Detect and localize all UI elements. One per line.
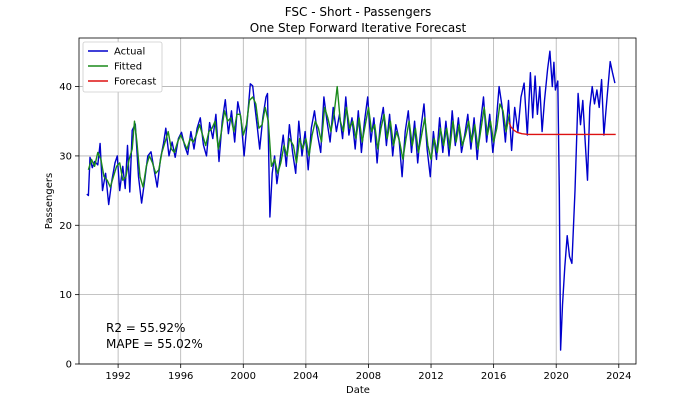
- y-axis: 0 10 20 30 40: [59, 82, 79, 371]
- legend: Actual Fitted Forecast: [82, 41, 163, 93]
- x-tick-label: 2004: [293, 371, 318, 382]
- x-tick-label: 1996: [168, 371, 193, 382]
- y-axis-label: Passengers: [44, 173, 55, 229]
- x-tick-label: 2024: [606, 371, 631, 382]
- chart-subtitle: One Step Forward Iterative Forecast: [250, 21, 467, 35]
- x-tick-label: 2012: [418, 371, 443, 382]
- legend-label-forecast: Forecast: [114, 77, 156, 88]
- plot-frame: [78, 37, 637, 365]
- legend-label-actual: Actual: [114, 47, 145, 58]
- x-tick-label: 2008: [356, 371, 381, 382]
- r2-metric: R2 = 55.92%: [106, 321, 185, 335]
- x-tick-label: 2000: [231, 371, 256, 382]
- chart-title: FSC - Short - Passengers: [285, 5, 432, 19]
- legend-label-fitted: Fitted: [114, 62, 142, 73]
- mape-metric: MAPE = 55.02%: [106, 337, 203, 351]
- y-tick-label: 10: [59, 290, 72, 301]
- y-tick-label: 0: [66, 360, 72, 371]
- series-line-forecast: [508, 122, 616, 136]
- y-tick-label: 20: [59, 221, 72, 232]
- y-tick-label: 30: [59, 151, 72, 162]
- series-line-fitted: [87, 85, 510, 188]
- x-tick-label: 2016: [481, 371, 506, 382]
- x-tick-label: 1992: [105, 371, 130, 382]
- x-axis: 1992 1996 2000 2004 2008 2012 2016 2020 2024: [105, 364, 632, 382]
- legend-box: [82, 41, 163, 93]
- y-tick-label: 40: [59, 82, 72, 93]
- x-axis-label: Date: [346, 385, 370, 396]
- series-layer: [86, 50, 616, 351]
- x-tick-label: 2020: [543, 371, 568, 382]
